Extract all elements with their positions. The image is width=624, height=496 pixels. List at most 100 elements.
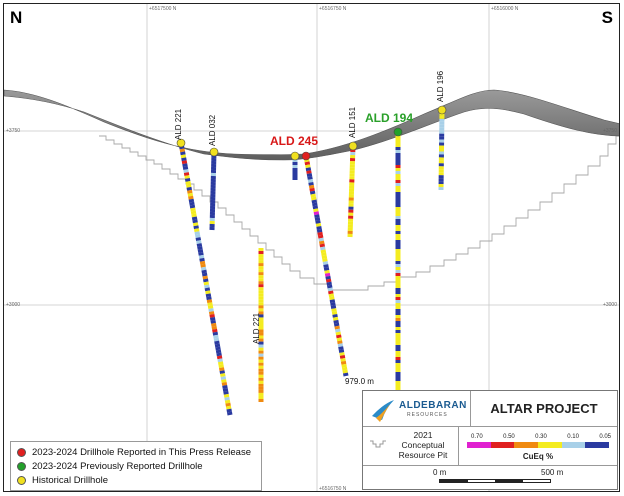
drillhole-segment [336, 334, 342, 339]
drillhole-ald245 [301, 151, 349, 377]
legend-item-historical: Historical Drillhole [17, 473, 255, 487]
grid-coord-top-2: +6516750 N [319, 6, 347, 12]
drillhole-segment [337, 343, 344, 348]
company-logo: ALDEBARAN RESOURCES [363, 391, 471, 427]
grid-coord-left-3750: +3750 [6, 128, 21, 134]
red-dot-icon [17, 447, 26, 457]
drillhole-segment [198, 251, 204, 256]
drillhole-label-ald194: ALD 194 [365, 111, 414, 125]
legend-label-reported: 2023-2024 Drillhole Reported in This Pre… [32, 446, 251, 458]
collar-dot [437, 105, 447, 115]
grid-coord-top-3: +6516000 N [491, 6, 519, 12]
scale-tick-3: 0.10 [567, 434, 579, 440]
drillhole-segment [227, 411, 233, 416]
drillhole-segment [221, 379, 227, 383]
drillhole-segment [183, 172, 190, 176]
scale-tick-2: 0.30 [535, 434, 547, 440]
drillhole-segment [341, 366, 348, 371]
drillhole-segment [217, 358, 223, 363]
company-name: ALDEBARAN [399, 400, 467, 411]
drillhole-segment [320, 246, 326, 251]
drillhole-label-ald221-deep: ALD 221 [252, 312, 261, 344]
pit-outline-icon [370, 440, 386, 448]
drillhole-segment [319, 240, 325, 245]
drillhole-segment [325, 275, 331, 280]
drillhole-segment [179, 148, 186, 153]
drillhole-segment [320, 249, 327, 254]
drillhole-segment [223, 390, 229, 395]
drillhole-label-ald245: ALD 245 [270, 134, 319, 148]
drillhole-segment [307, 179, 314, 183]
drillhole-segment [306, 170, 312, 175]
company-sub: RESOURCES [407, 412, 448, 418]
drillhole-segment [195, 234, 201, 239]
drillhole-segment [207, 305, 214, 310]
drillhole-segment [306, 173, 313, 177]
drillhole-segment [343, 372, 349, 377]
drillhole-segment [311, 196, 317, 201]
drillhole-segment [330, 302, 336, 307]
drillhole-segment [216, 355, 223, 360]
grid-coord-top-1: +6517500 N [149, 6, 177, 12]
grid-lines [4, 4, 619, 491]
aldebaran-star-icon [372, 400, 394, 422]
drillhole-segment [217, 361, 224, 366]
scale-bar-start: 0 m [433, 468, 447, 477]
drillhole-segment [341, 363, 347, 368]
conceptual-pit-outline [99, 135, 619, 291]
drillhole-segment [210, 319, 216, 324]
drillhole-segment [335, 331, 341, 336]
drillhole-label-ald151: ALD 151 [348, 106, 357, 138]
drillhole-segment [206, 296, 212, 301]
drillhole-segment [224, 399, 231, 404]
drillhole-segment [324, 272, 331, 277]
drillhole-segment [221, 382, 228, 386]
drillhole-label-ald221: ALD 221 [174, 108, 183, 140]
drillhole-segment [338, 346, 344, 351]
scale-title: CuEq % [522, 452, 554, 461]
drillhole-segment [312, 202, 318, 207]
pit-line1: Conceptual [401, 440, 445, 450]
scale-tick-1: 0.50 [503, 434, 515, 440]
drillhole-segment [191, 213, 197, 218]
drillhole-ald151 [347, 141, 358, 238]
drillhole-segment [187, 189, 193, 194]
legend-label-historical: Historical Drillhole [32, 474, 109, 486]
drillhole-segment [205, 293, 212, 298]
drillhole-segment [218, 364, 224, 369]
drillhole-segment [214, 340, 220, 345]
drillhole-segment [220, 373, 226, 378]
pit-year: 2021 [413, 430, 433, 440]
drillhole-segment [340, 357, 346, 362]
cross-section-plot [4, 4, 619, 491]
drillhole-segment [311, 199, 317, 204]
drillhole-segment [316, 225, 322, 230]
drillhole-segment [330, 305, 337, 309]
drillhole-segment [318, 237, 324, 242]
drillhole-segment [185, 183, 192, 188]
drillhole-segment [212, 328, 218, 333]
drillhole-segment [223, 393, 230, 398]
drillhole-segment [319, 243, 325, 248]
drillhole-segment [340, 360, 347, 365]
drillhole-segment [181, 157, 187, 162]
drillhole-segment [339, 352, 345, 356]
drillhole-segment [204, 287, 211, 292]
drillhole-segment [328, 293, 335, 298]
drillhole-segment [188, 198, 195, 203]
drillhole-segment [207, 302, 213, 307]
drillhole-segment [226, 408, 232, 413]
drillhole-segment [190, 210, 197, 215]
legend-item-previous: 2023-2024 Previously Reported Drillhole [17, 459, 255, 473]
drillhole-segment [213, 334, 219, 339]
drillhole-segment [184, 175, 190, 179]
drillhole-segment [315, 223, 322, 227]
drillhole-segment [203, 281, 210, 286]
drillhole-segment [187, 192, 194, 197]
drillhole-segment [180, 154, 187, 159]
drillhole-ald194 [393, 127, 403, 390]
drillhole-segment [216, 352, 222, 357]
scale-bar: 0 m 500 m [363, 465, 617, 489]
drillhole-ald245a [290, 151, 300, 180]
drillhole-segment [308, 184, 315, 189]
